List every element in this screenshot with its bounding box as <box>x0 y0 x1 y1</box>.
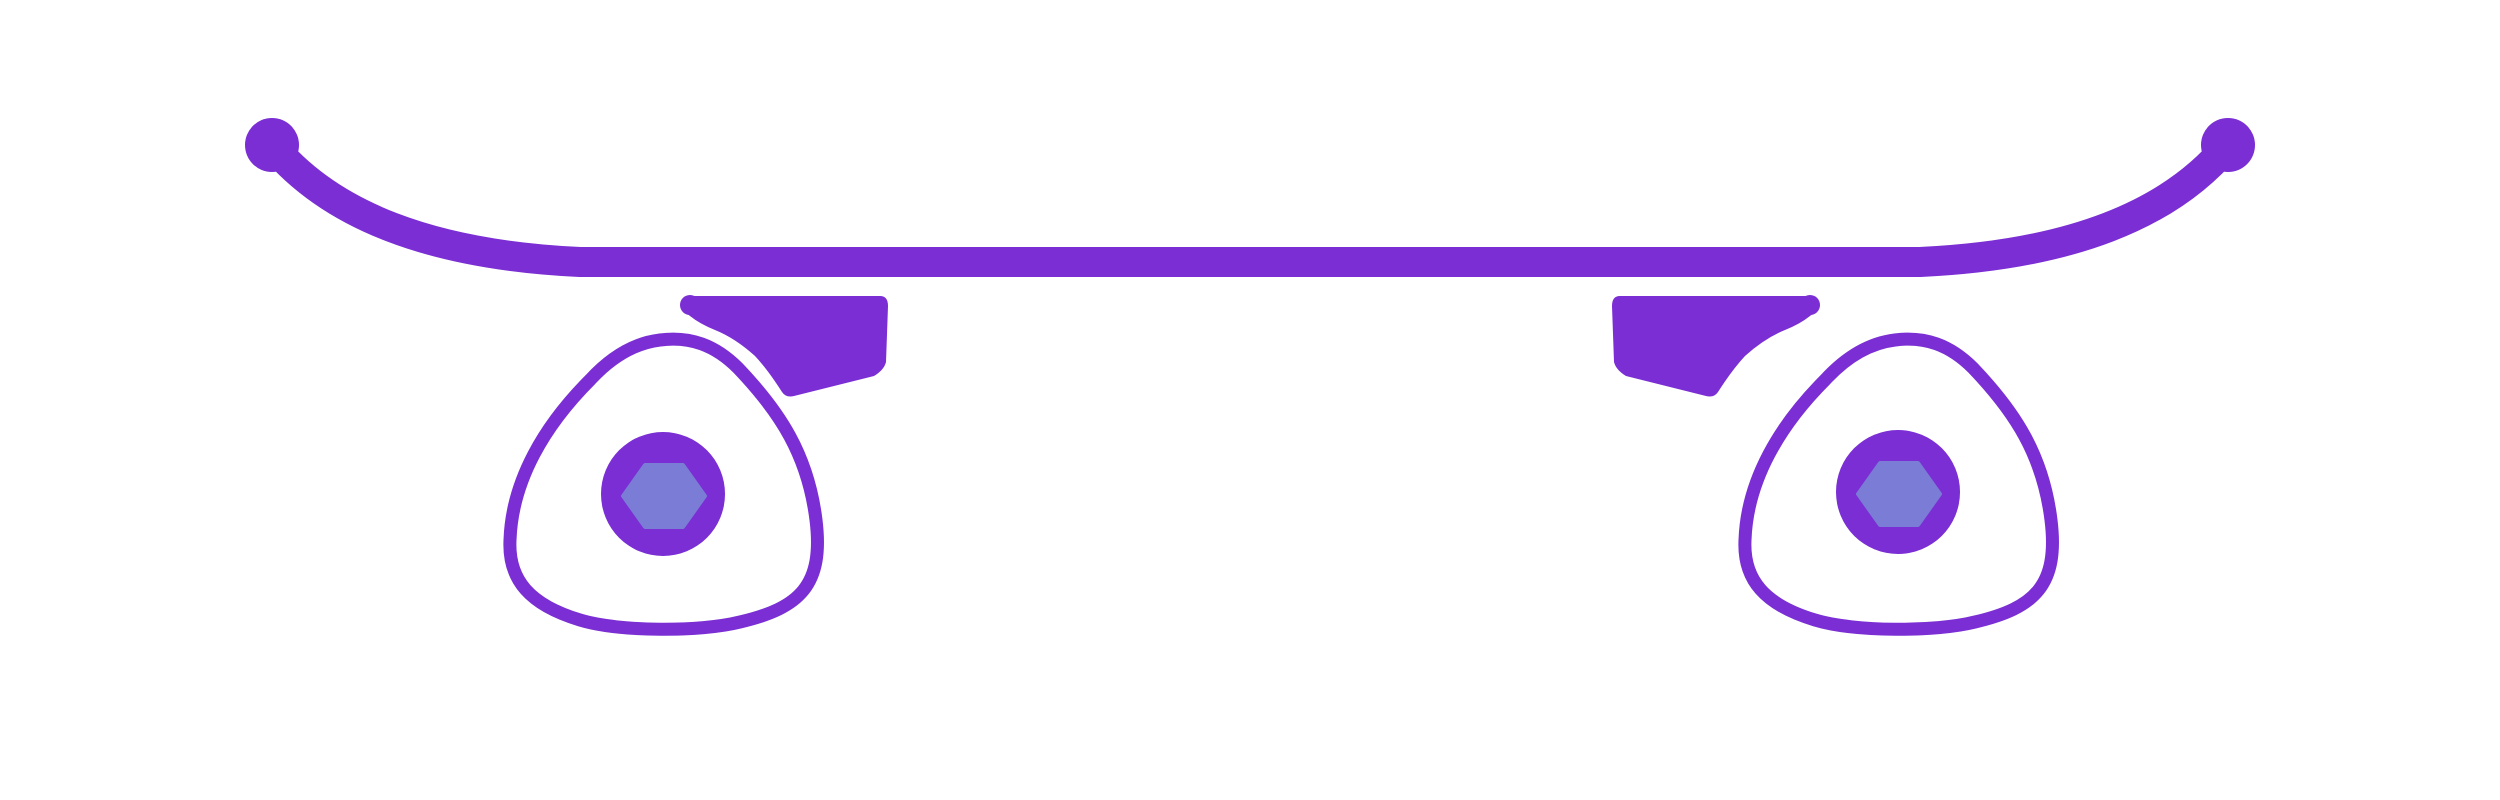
right-wheel <box>1738 332 2059 636</box>
deck-board <box>257 130 2243 277</box>
right-truck-hanger <box>1612 296 1818 397</box>
deck-tail-tip <box>2201 118 2255 172</box>
left-truck-pivot <box>680 295 700 315</box>
deck-nose-tip <box>245 118 299 172</box>
left-truck <box>680 295 888 397</box>
deck <box>245 118 2255 277</box>
right-wheel-hub <box>1856 461 1942 527</box>
left-truck-hanger <box>682 296 888 397</box>
left-wheel <box>503 332 824 636</box>
left-wheel-hub <box>621 463 707 529</box>
right-truck <box>1612 295 1820 397</box>
right-truck-pivot <box>1800 295 1820 315</box>
